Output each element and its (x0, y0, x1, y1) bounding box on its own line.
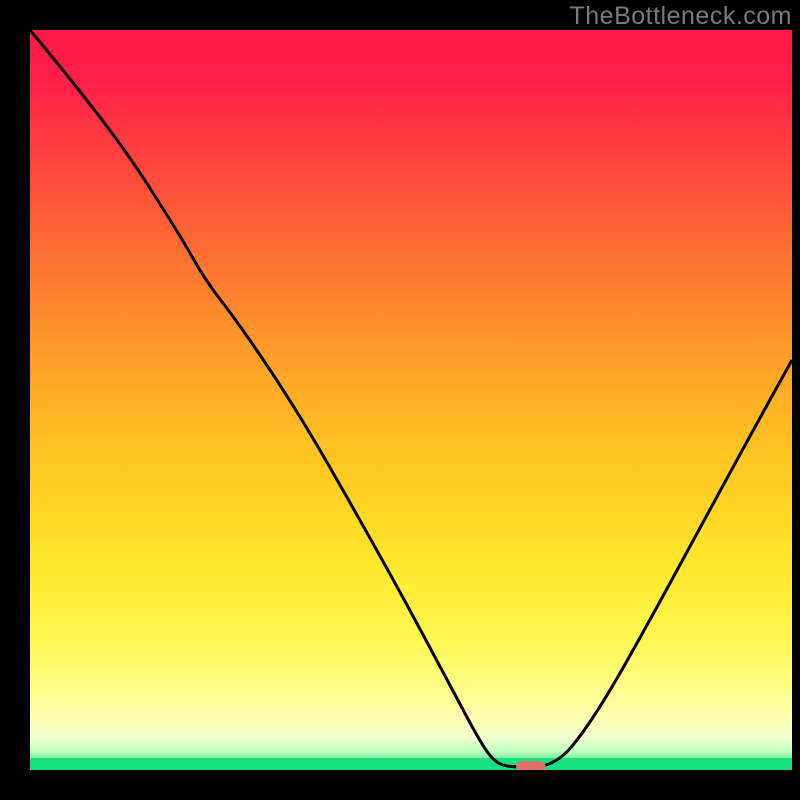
green-band (30, 758, 792, 770)
border-bottom (0, 770, 800, 800)
border-right (792, 0, 800, 800)
border-left (0, 0, 30, 800)
chart-container: TheBottleneck.com (0, 0, 800, 800)
bottleneck-curve-chart (0, 0, 800, 800)
gradient-background (30, 30, 792, 770)
watermark-text: TheBottleneck.com (570, 2, 793, 31)
